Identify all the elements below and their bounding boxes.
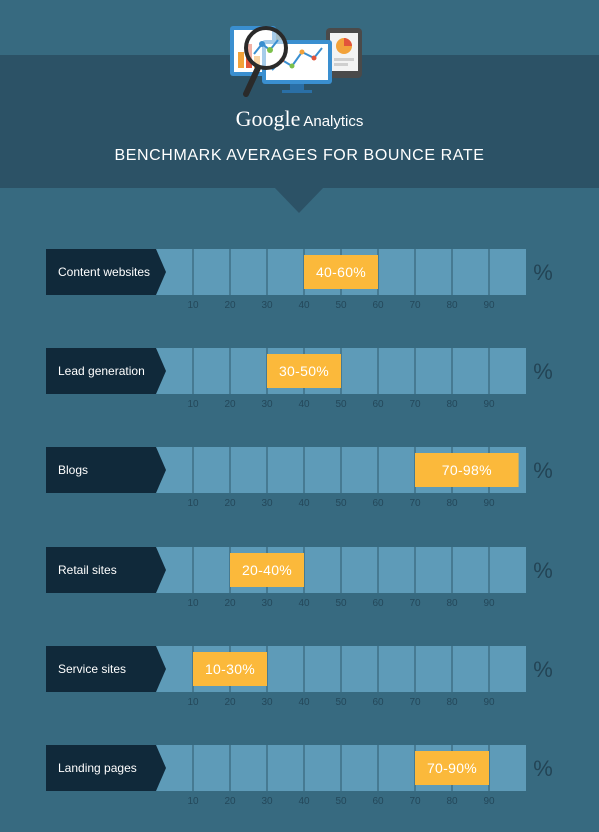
tick-label-content-websites-20: 20: [224, 300, 236, 311]
tick-label-lead-generation-70: 70: [409, 399, 421, 410]
tick-label-landing-pages-20: 20: [224, 796, 236, 807]
tick-label-content-websites-70: 70: [409, 300, 421, 311]
tick-label-content-websites-50: 50: [335, 300, 347, 311]
tick-label-blogs-90: 90: [483, 498, 495, 509]
magnifier-icon: [243, 26, 288, 97]
tick-label-blogs-30: 30: [261, 498, 273, 509]
range-bar-landing-pages: [415, 751, 489, 785]
tick-label-lead-generation-90: 90: [483, 399, 495, 410]
page-title: BENCHMARK AVERAGES FOR BOUNCE RATE: [114, 147, 485, 164]
tick-label-blogs-20: 20: [224, 498, 236, 509]
range-label-content-websites: 40-60%: [316, 264, 366, 280]
category-label-retail-sites: Retail sites: [58, 563, 117, 577]
tick-label-service-sites-60: 60: [372, 697, 384, 708]
range-bar-blogs: [415, 453, 519, 487]
range-label-landing-pages: 70-90%: [427, 760, 477, 776]
tick-label-service-sites-90: 90: [483, 697, 495, 708]
unit-label-landing-pages: %: [533, 756, 553, 781]
tick-label-content-websites-40: 40: [298, 300, 310, 311]
tick-label-blogs-50: 50: [335, 498, 347, 509]
tick-label-retail-sites-50: 50: [335, 598, 347, 609]
tick-label-lead-generation-50: 50: [335, 399, 347, 410]
tick-label-content-websites-30: 30: [261, 300, 273, 311]
tick-label-retail-sites-10: 10: [187, 598, 199, 609]
tick-label-blogs-40: 40: [298, 498, 310, 509]
category-label-box-service-sites: [46, 646, 166, 692]
unit-label-service-sites: %: [533, 657, 553, 682]
tick-label-service-sites-10: 10: [187, 697, 199, 708]
tick-label-landing-pages-30: 30: [261, 796, 273, 807]
header-arrow: [274, 187, 324, 213]
brand-product: Analytics: [303, 113, 364, 130]
category-label-lead-generation: Lead generation: [58, 364, 145, 378]
tick-label-blogs-80: 80: [446, 498, 458, 509]
category-label-box-content-websites: [46, 249, 166, 295]
tick-label-blogs-10: 10: [187, 498, 199, 509]
category-label-service-sites: Service sites: [58, 662, 126, 676]
category-label-box-lead-generation: [46, 348, 166, 394]
tick-label-landing-pages-80: 80: [446, 796, 458, 807]
category-label-box-blogs: [46, 447, 166, 493]
tick-label-content-websites-90: 90: [483, 300, 495, 311]
brand-logo: Google Analytics: [0, 106, 599, 132]
tick-label-service-sites-70: 70: [409, 697, 421, 708]
range-bar-service-sites: [193, 652, 267, 686]
unit-label-lead-generation: %: [533, 359, 553, 384]
tick-label-lead-generation-20: 20: [224, 399, 236, 410]
tick-label-service-sites-40: 40: [298, 697, 310, 708]
tick-label-landing-pages-60: 60: [372, 796, 384, 807]
tick-label-retail-sites-20: 20: [224, 598, 236, 609]
range-label-retail-sites: 20-40%: [242, 562, 292, 578]
tick-label-retail-sites-40: 40: [298, 598, 310, 609]
tick-label-service-sites-50: 50: [335, 697, 347, 708]
tick-label-lead-generation-30: 30: [261, 399, 273, 410]
tick-label-lead-generation-80: 80: [446, 399, 458, 410]
category-label-landing-pages: Landing pages: [58, 761, 137, 775]
category-label-box-landing-pages: [46, 745, 166, 791]
range-bar-content-websites: [304, 255, 378, 289]
tick-label-retail-sites-80: 80: [446, 598, 458, 609]
range-label-service-sites: 10-30%: [205, 661, 255, 677]
brand-google: Google: [235, 106, 301, 131]
tick-label-service-sites-20: 20: [224, 697, 236, 708]
tick-label-service-sites-30: 30: [261, 697, 273, 708]
tick-label-retail-sites-30: 30: [261, 598, 273, 609]
category-label-blogs: Blogs: [58, 463, 88, 477]
hero-illustration: [230, 26, 362, 97]
range-bar-lead-generation: [267, 354, 341, 388]
tick-label-content-websites-80: 80: [446, 300, 458, 311]
tick-label-landing-pages-70: 70: [409, 796, 421, 807]
tick-label-retail-sites-70: 70: [409, 598, 421, 609]
tick-label-landing-pages-40: 40: [298, 796, 310, 807]
tick-label-retail-sites-60: 60: [372, 598, 384, 609]
tick-label-lead-generation-40: 40: [298, 399, 310, 410]
tick-label-landing-pages-90: 90: [483, 796, 495, 807]
tick-label-retail-sites-90: 90: [483, 598, 495, 609]
pie-chart-tablet-icon: [326, 28, 362, 78]
range-bar-retail-sites: [230, 553, 304, 587]
category-label-box-retail-sites: [46, 547, 166, 593]
tick-label-content-websites-10: 10: [187, 300, 199, 311]
tick-label-lead-generation-10: 10: [187, 399, 199, 410]
category-label-content-websites: Content websites: [58, 265, 150, 279]
tick-label-landing-pages-10: 10: [187, 796, 199, 807]
tick-label-service-sites-80: 80: [446, 697, 458, 708]
range-label-blogs: 70-98%: [442, 462, 492, 478]
range-label-lead-generation: 30-50%: [279, 363, 329, 379]
unit-label-retail-sites: %: [533, 558, 553, 583]
tick-label-lead-generation-60: 60: [372, 399, 384, 410]
tick-label-blogs-70: 70: [409, 498, 421, 509]
unit-label-content-websites: %: [533, 260, 553, 285]
unit-label-blogs: %: [533, 458, 553, 483]
tick-label-blogs-60: 60: [372, 498, 384, 509]
tick-label-content-websites-60: 60: [372, 300, 384, 311]
tick-label-landing-pages-50: 50: [335, 796, 347, 807]
